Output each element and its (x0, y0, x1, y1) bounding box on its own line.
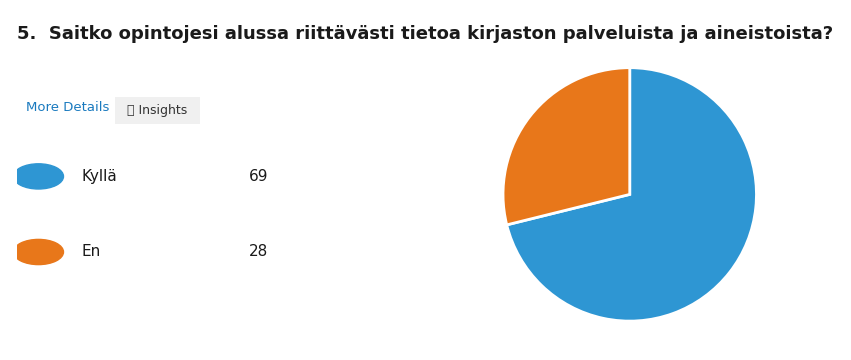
Wedge shape (506, 68, 757, 321)
Text: 5.  Saitko opintojesi alussa riittävästi tietoa kirjaston palveluista ja aineist: 5. Saitko opintojesi alussa riittävästi … (17, 25, 833, 43)
Text: ✨ Insights: ✨ Insights (128, 104, 187, 117)
FancyBboxPatch shape (111, 96, 204, 126)
Text: Kyllä: Kyllä (82, 169, 117, 184)
Circle shape (14, 164, 64, 189)
Wedge shape (503, 68, 630, 225)
Circle shape (14, 239, 64, 265)
Text: 28: 28 (249, 244, 269, 260)
Text: En: En (82, 244, 100, 260)
Text: More Details: More Details (26, 101, 109, 114)
Text: 69: 69 (249, 169, 269, 184)
